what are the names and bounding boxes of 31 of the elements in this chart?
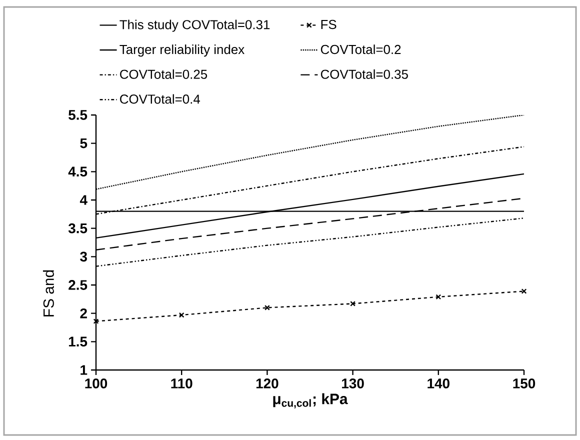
- x-tick-label: 130: [342, 378, 364, 388]
- legend-label: COVTotal=0.35: [320, 69, 408, 79]
- y-tick-label: 4.5: [68, 166, 88, 177]
- legend-label: FS: [321, 20, 336, 30]
- legend-label: COVTotal=0.2: [320, 44, 401, 54]
- legend-label: This study COVTotal=0.31: [120, 20, 270, 32]
- y-tick-label: 3.5: [68, 223, 88, 234]
- y-tick-label: 2: [80, 308, 87, 318]
- y-tick-label: 2.5: [68, 280, 88, 290]
- x-tick-label: 120: [256, 378, 278, 388]
- y-tick-label: 1: [80, 365, 88, 375]
- x-tick-label: 100: [85, 378, 108, 388]
- y-tick-label: 5.5: [68, 110, 88, 120]
- point: [521, 288, 527, 294]
- point: [93, 318, 99, 324]
- y-tick-label: 1.5: [68, 336, 88, 347]
- legend-label: COVTotal=0.25: [120, 69, 208, 79]
- x-axis-title: μ$_{cu,col}$; kPa: [273, 393, 348, 408]
- x-tick-label: 150: [513, 378, 536, 388]
- x-tick-label: 110: [171, 378, 192, 388]
- point: [350, 300, 356, 306]
- y-tick-label: 5: [80, 138, 88, 148]
- point: [178, 312, 184, 318]
- y-axis-title: FS and: [42, 270, 54, 316]
- y-tick-label: 4: [80, 195, 88, 205]
- x-tick-label: 140: [428, 378, 450, 388]
- point: [436, 294, 442, 300]
- point: [264, 304, 270, 310]
- legend-label: COVTotal=0.4: [120, 94, 200, 104]
- y-tick-label: 3: [80, 252, 87, 262]
- legend-label: Targer reliability index: [120, 44, 244, 57]
